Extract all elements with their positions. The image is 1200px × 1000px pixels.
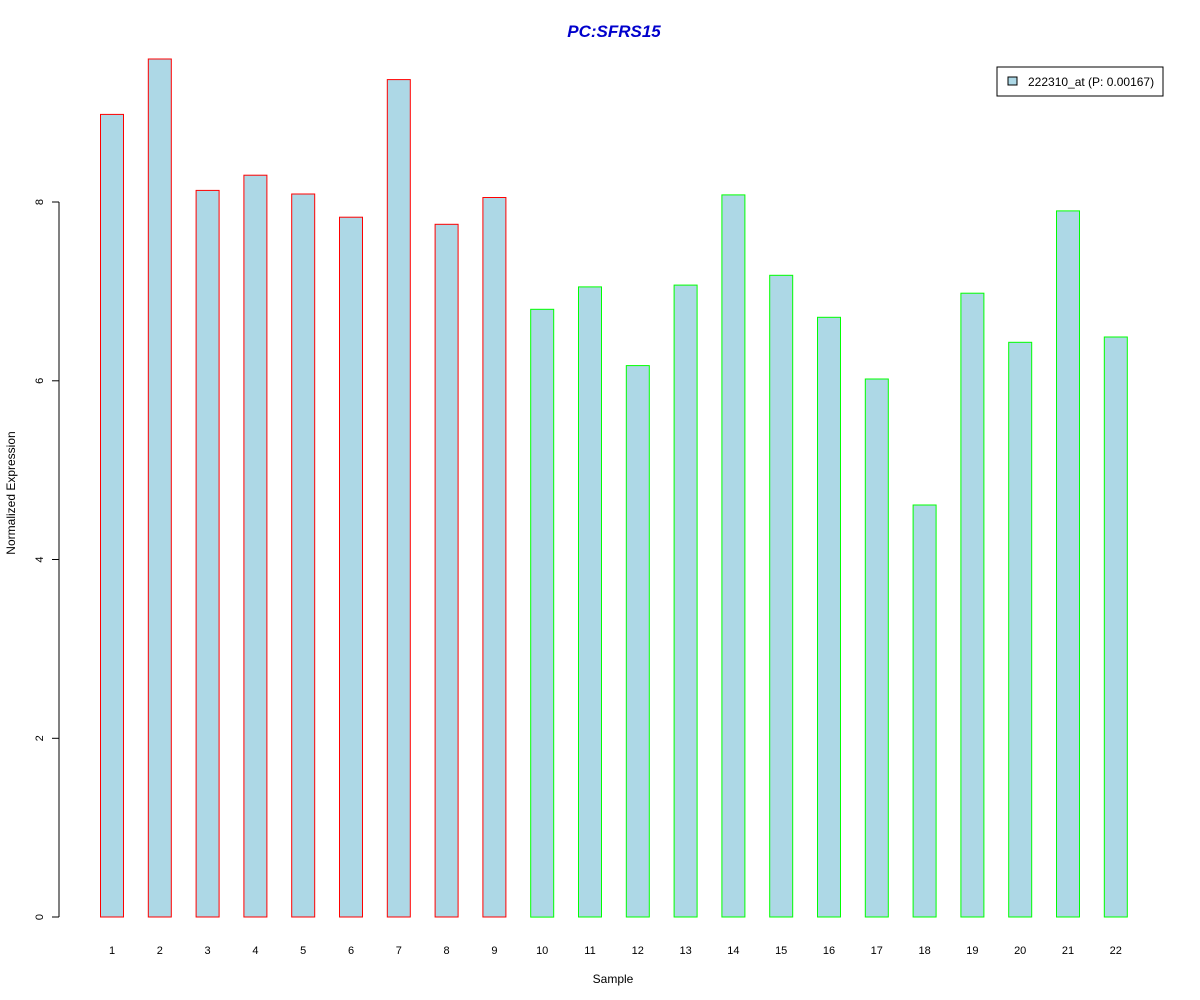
bar-sample-8 (434, 223, 459, 918)
bar-sample-3 (195, 189, 220, 918)
chart-title: PC:SFRS15 (567, 22, 661, 41)
y-tick-label: 2 (34, 735, 46, 741)
y-axis-label: Normalized Expression (4, 431, 18, 554)
bar-sample-4 (243, 174, 268, 918)
x-tick-label: 12 (632, 945, 644, 957)
bar-sample-7 (386, 79, 411, 918)
y-axis: 0 2 4 6 8 (34, 199, 60, 920)
x-tick-label: 3 (205, 945, 211, 957)
bar-sample-9 (482, 197, 507, 918)
x-tick-label: 6 (348, 945, 354, 957)
y-tick-label: 8 (34, 199, 46, 205)
bar-sample-11 (578, 286, 602, 918)
bar-sample-14 (721, 194, 746, 918)
bar-sample-2 (147, 58, 172, 918)
x-tick-label: 1 (109, 945, 115, 957)
x-tick-label: 17 (871, 945, 883, 957)
x-axis-label: Sample (593, 972, 634, 986)
x-tick-label: 22 (1110, 945, 1122, 957)
x-tick-label: 4 (252, 945, 258, 957)
legend: 222310_at (P: 0.00167) (996, 66, 1164, 97)
bar-sample-22 (1103, 336, 1128, 918)
x-tick-label: 21 (1062, 945, 1074, 957)
x-tick-label: 20 (1014, 945, 1026, 957)
x-tick-label: 5 (300, 945, 306, 957)
x-tick-labels: 1 2 3 4 5 6 7 8 9 10 11 12 13 14 15 16 17 18 19 20 21 22 (109, 945, 1122, 957)
bars-group (100, 58, 1128, 918)
bar-sample-17 (864, 378, 889, 918)
y-tick-label: 0 (34, 914, 46, 920)
bar-sample-12 (625, 365, 650, 918)
bar-sample-19 (960, 292, 985, 918)
y-tick-label: 6 (34, 378, 46, 384)
legend-box (996, 66, 1164, 97)
legend-label: 222310_at (P: 0.00167) (1028, 75, 1154, 89)
y-tick-label: 4 (34, 556, 46, 562)
bar-sample-5 (291, 193, 316, 918)
x-tick-label: 11 (584, 945, 595, 957)
bar-sample-20 (1008, 341, 1033, 918)
x-tick-label: 13 (679, 945, 691, 957)
bar-sample-21 (1056, 210, 1080, 918)
bar-sample-16 (817, 316, 841, 918)
x-tick-label: 14 (727, 945, 739, 957)
x-tick-label: 18 (918, 945, 930, 957)
x-tick-label: 7 (396, 945, 402, 957)
bar-sample-15 (769, 274, 794, 918)
legend-swatch (1007, 76, 1018, 86)
x-tick-label: 19 (966, 945, 978, 957)
bar-sample-6 (339, 216, 363, 918)
x-tick-label: 10 (536, 945, 548, 957)
bar-sample-1 (100, 113, 124, 918)
x-tick-label: 8 (444, 945, 450, 957)
bar-sample-13 (673, 284, 698, 918)
bar-sample-18 (912, 504, 937, 918)
x-tick-label: 2 (157, 945, 163, 957)
x-tick-label: 16 (823, 945, 835, 957)
bar-sample-10 (530, 308, 555, 918)
x-tick-label: 9 (491, 945, 497, 957)
x-tick-label: 15 (775, 945, 787, 957)
